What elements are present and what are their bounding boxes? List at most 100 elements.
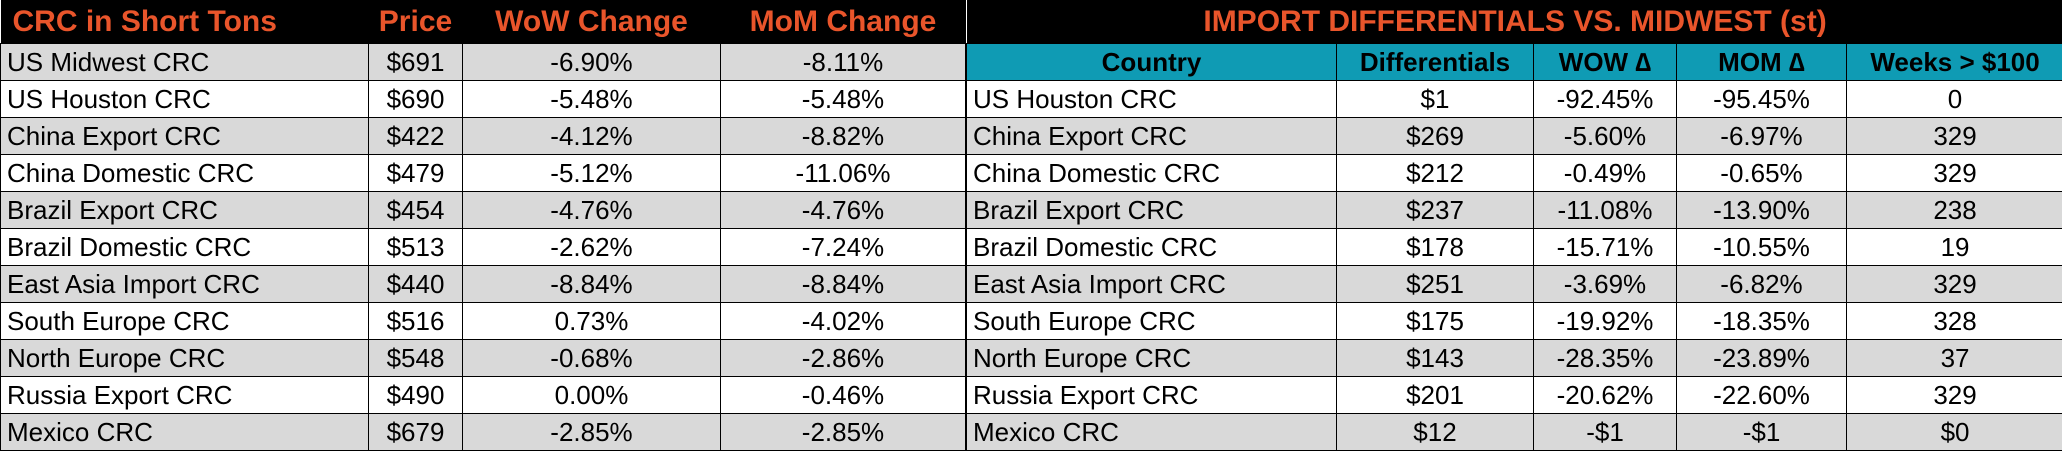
cell-mom-change: -7.24%	[721, 229, 966, 266]
table-row: China Domestic CRC$479-5.12%-11.06%	[1, 155, 966, 192]
cell-differential: $269	[1337, 118, 1534, 155]
table-row: China Export CRC$269-5.60%-6.97%329	[967, 118, 2062, 155]
cell-mom-change: -8.82%	[721, 118, 966, 155]
cell-differential: $251	[1337, 266, 1534, 303]
cell-wow-delta: -11.08%	[1534, 192, 1677, 229]
cell-mom-delta: -0.65%	[1677, 155, 1847, 192]
cell-country: Brazil Export CRC	[967, 192, 1337, 229]
cell-weeks-over-100: 329	[1847, 118, 2062, 155]
cell-product: Brazil Export CRC	[1, 192, 369, 229]
cell-wow-change: -0.68%	[463, 340, 721, 377]
cell-mom-change: -4.02%	[721, 303, 966, 340]
cell-mom-change: -4.76%	[721, 192, 966, 229]
cell-weeks-over-100: 19	[1847, 229, 2062, 266]
cell-weeks-over-100: 37	[1847, 340, 2062, 377]
cell-price: $679	[369, 414, 463, 451]
cell-mom-delta: -6.97%	[1677, 118, 1847, 155]
cell-product: China Domestic CRC	[1, 155, 369, 192]
table-row: China Export CRC$422-4.12%-8.82%	[1, 118, 966, 155]
table-row: East Asia Import CRC$440-8.84%-8.84%	[1, 266, 966, 303]
cell-weeks-over-100: 329	[1847, 266, 2062, 303]
cell-mom-change: -5.48%	[721, 81, 966, 118]
cell-wow-delta: -20.62%	[1534, 377, 1677, 414]
col-header-mom: MoM Change	[721, 0, 966, 44]
cell-wow-delta: -19.92%	[1534, 303, 1677, 340]
cell-mom-change: -8.11%	[721, 44, 966, 81]
cell-price: $490	[369, 377, 463, 414]
cell-country: North Europe CRC	[967, 340, 1337, 377]
cell-product: Brazil Domestic CRC	[1, 229, 369, 266]
cell-wow-delta: -3.69%	[1534, 266, 1677, 303]
cell-price: $454	[369, 192, 463, 229]
table-row: North Europe CRC$548-0.68%-2.86%	[1, 340, 966, 377]
cell-price: $691	[369, 44, 463, 81]
table-row: US Houston CRC$1-92.45%-95.45%0	[967, 81, 2062, 118]
cell-price: $440	[369, 266, 463, 303]
table-row: Brazil Export CRC$454-4.76%-4.76%	[1, 192, 966, 229]
cell-mom-change: -11.06%	[721, 155, 966, 192]
cell-wow-delta: -92.45%	[1534, 81, 1677, 118]
cell-country: Russia Export CRC	[967, 377, 1337, 414]
col-header-wow: WoW Change	[463, 0, 721, 44]
tables-container: CRC in Short Tons Price WoW Change MoM C…	[0, 0, 2062, 440]
cell-weeks-over-100: $0	[1847, 414, 2062, 451]
cell-mom-delta: -22.60%	[1677, 377, 1847, 414]
table-row: South Europe CRC$175-19.92%-18.35%328	[967, 303, 2062, 340]
cell-mom-delta: -23.89%	[1677, 340, 1847, 377]
cell-wow-change: -5.12%	[463, 155, 721, 192]
import-differentials-header-row: Country Differentials WOW ∆ MOM ∆ Weeks …	[967, 44, 2062, 81]
cell-wow-change: -4.12%	[463, 118, 721, 155]
cell-differential: $1	[1337, 81, 1534, 118]
cell-country: Brazil Domestic CRC	[967, 229, 1337, 266]
table-row: Mexico CRC$12-$1-$1$0	[967, 414, 2062, 451]
col-header-crc: CRC in Short Tons	[1, 0, 369, 44]
col-header-weeks-over-100: Weeks > $100	[1847, 44, 2062, 81]
cell-product: South Europe CRC	[1, 303, 369, 340]
import-differentials-title-row: IMPORT DIFFERENTIALS VS. MIDWEST (st)	[967, 0, 2062, 44]
import-differentials-title: IMPORT DIFFERENTIALS VS. MIDWEST (st)	[967, 0, 2062, 44]
col-header-country: Country	[967, 44, 1337, 81]
cell-product: East Asia Import CRC	[1, 266, 369, 303]
cell-mom-delta: -$1	[1677, 414, 1847, 451]
cell-wow-change: -8.84%	[463, 266, 721, 303]
cell-mom-change: -8.84%	[721, 266, 966, 303]
cell-wow-delta: -28.35%	[1534, 340, 1677, 377]
cell-mom-change: -2.86%	[721, 340, 966, 377]
col-header-price: Price	[369, 0, 463, 44]
cell-wow-change: -5.48%	[463, 81, 721, 118]
cell-product: US Midwest CRC	[1, 44, 369, 81]
cell-country: US Houston CRC	[967, 81, 1337, 118]
table-row: Russia Export CRC$201-20.62%-22.60%329	[967, 377, 2062, 414]
cell-differential: $143	[1337, 340, 1534, 377]
cell-wow-delta: -$1	[1534, 414, 1677, 451]
cell-weeks-over-100: 238	[1847, 192, 2062, 229]
cell-mom-delta: -95.45%	[1677, 81, 1847, 118]
table-row: China Domestic CRC$212-0.49%-0.65%329	[967, 155, 2062, 192]
cell-differential: $212	[1337, 155, 1534, 192]
table-row: US Midwest CRC$691-6.90%-8.11%	[1, 44, 966, 81]
table-row: North Europe CRC$143-28.35%-23.89%37	[967, 340, 2062, 377]
col-header-wow-delta: WOW ∆	[1534, 44, 1677, 81]
cell-price: $690	[369, 81, 463, 118]
cell-country: Mexico CRC	[967, 414, 1337, 451]
cell-country: East Asia Import CRC	[967, 266, 1337, 303]
cell-wow-change: -6.90%	[463, 44, 721, 81]
cell-price: $479	[369, 155, 463, 192]
cell-country: China Export CRC	[967, 118, 1337, 155]
cell-mom-change: -2.85%	[721, 414, 966, 451]
cell-wow-change: -2.85%	[463, 414, 721, 451]
cell-weeks-over-100: 329	[1847, 377, 2062, 414]
table-row: Brazil Export CRC$237-11.08%-13.90%238	[967, 192, 2062, 229]
cell-price: $513	[369, 229, 463, 266]
col-header-differentials: Differentials	[1337, 44, 1534, 81]
cell-weeks-over-100: 328	[1847, 303, 2062, 340]
crc-prices-table: CRC in Short Tons Price WoW Change MoM C…	[0, 0, 966, 451]
cell-mom-delta: -10.55%	[1677, 229, 1847, 266]
cell-mom-delta: -18.35%	[1677, 303, 1847, 340]
cell-differential: $12	[1337, 414, 1534, 451]
table-row: Brazil Domestic CRC$178-15.71%-10.55%19	[967, 229, 2062, 266]
cell-differential: $175	[1337, 303, 1534, 340]
table-row: East Asia Import CRC$251-3.69%-6.82%329	[967, 266, 2062, 303]
